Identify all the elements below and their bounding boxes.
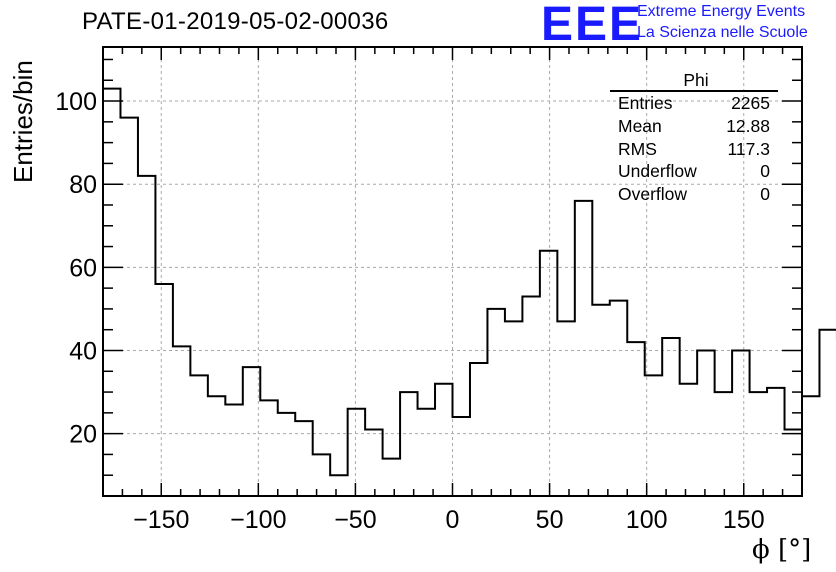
stats-label: Entries xyxy=(618,93,673,113)
stats-box: Phi Entries 2265 Mean 12.88 RMS 117.3 Un… xyxy=(610,70,778,206)
x-tick-label: −50 xyxy=(334,506,376,534)
stats-value: 0 xyxy=(760,184,770,205)
x-tick-label: 150 xyxy=(723,506,765,534)
stats-label: RMS xyxy=(618,138,657,159)
chart-title: PATE-01-2019-05-02-00036 xyxy=(82,8,389,35)
y-tick-label: 100 xyxy=(55,88,97,116)
grid-lines xyxy=(103,47,802,496)
x-tick-label: −100 xyxy=(230,506,286,534)
stats-value: 117.3 xyxy=(727,138,771,159)
y-tick-label: 20 xyxy=(69,421,97,449)
x-tick-label: 50 xyxy=(536,506,564,534)
eee-logo: EEE xyxy=(541,0,644,51)
histogram-series xyxy=(103,87,836,477)
x-tick-label: 0 xyxy=(446,506,460,534)
stats-label: Mean xyxy=(618,115,662,136)
y-tick-label: 60 xyxy=(69,254,97,282)
stats-row: Overflow 0 xyxy=(610,183,778,206)
y-tick-label: 80 xyxy=(69,171,97,199)
tick-labels: −150 −100 −50 0 50 100 150 20 40 60 80 100 xyxy=(55,88,764,534)
stats-label: Overflow xyxy=(618,184,688,205)
plot-frame xyxy=(102,46,803,497)
stats-value: 0 xyxy=(760,161,770,182)
logo-subtitle-1: Extreme Energy Events xyxy=(637,3,806,20)
stats-row: Mean 12.88 xyxy=(610,115,778,138)
x-axis-label: ϕ [°] xyxy=(752,535,812,565)
x-tick-label: −150 xyxy=(133,506,189,534)
stats-row: Underflow 0 xyxy=(610,160,778,183)
stats-row: RMS 117.3 xyxy=(610,138,778,161)
logo-subtitle-2: La Scienza nelle Scuole xyxy=(637,24,808,41)
stats-value: 12.88 xyxy=(726,115,770,136)
stats-label: Underflow xyxy=(618,161,697,182)
stats-title: Phi xyxy=(683,70,709,90)
y-tick-label: 40 xyxy=(69,337,97,365)
x-tick-label: 100 xyxy=(626,506,668,534)
stats-divider xyxy=(610,90,778,92)
stats-row: Entries 2265 xyxy=(610,92,778,115)
y-axis-label: Entries/bin xyxy=(8,60,38,183)
stats-value: 2265 xyxy=(731,93,770,113)
axis-ticks xyxy=(103,47,803,496)
